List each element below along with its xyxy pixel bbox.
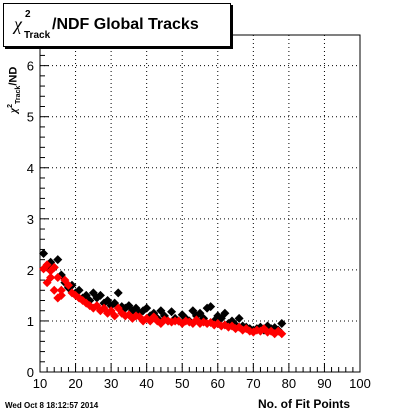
y-tick-label: 0 [27, 365, 34, 380]
black-diamond-point [53, 255, 63, 265]
title-subscript: Track [24, 30, 51, 41]
x-tick-label: 70 [246, 376, 260, 391]
red-diamond-point [49, 262, 59, 272]
timestamp: Wed Oct 8 18:12:57 2014 [5, 401, 99, 410]
red-diamond-point [46, 273, 56, 283]
x-tick-label: 20 [68, 376, 82, 391]
red-diamond-point [56, 285, 66, 295]
title-text: /NDF Global Tracks [52, 16, 199, 33]
x-axis-label: No. of Fit Points [258, 397, 350, 411]
ylabel-symbol: χ [7, 107, 20, 113]
y-axis-label: χ2Track/ND [7, 53, 25, 113]
y-tick-label: 1 [27, 314, 34, 329]
y-tick-label: 4 [27, 161, 34, 176]
red-diamond-point [63, 280, 73, 290]
black-diamond-point [234, 313, 244, 323]
series-group [39, 260, 287, 339]
red-diamond-point [49, 285, 59, 295]
ylabel-rest: /ND [7, 66, 20, 86]
x-tick-label: 30 [104, 376, 118, 391]
red-diamond-point [248, 327, 258, 337]
black-diamond-point [220, 308, 230, 318]
ylabel-sub: Track [14, 85, 22, 104]
y-tick-label: 5 [27, 110, 34, 125]
black-diamond-point [142, 303, 152, 313]
x-tick-label: 50 [175, 376, 189, 391]
ylabel-sup: 2 [7, 103, 14, 108]
x-tick-label: 100 [349, 376, 371, 391]
black-diamond-point [206, 302, 216, 312]
x-tick-label: 80 [282, 376, 296, 391]
title-superscript: 2 [25, 9, 31, 20]
black-diamond-point [95, 290, 105, 300]
black-diamond-point [167, 307, 177, 317]
chart-title: χ 2 Track /NDF Global Tracks [3, 3, 231, 47]
y-tick-label: 3 [27, 212, 34, 227]
x-tick-label: 40 [139, 376, 153, 391]
black-diamond-point [39, 249, 49, 259]
y-tick-label: 6 [27, 59, 34, 74]
data-series [39, 249, 287, 339]
x-tick-label: 90 [317, 376, 331, 391]
red-diamond-point [56, 290, 66, 300]
x-tick-label: 60 [211, 376, 225, 391]
red-diamond-point [42, 260, 52, 270]
title-chi-symbol: χ 2 Track [14, 9, 50, 41]
black-diamond-point [113, 288, 123, 298]
red-diamond-point [110, 311, 120, 321]
title-symbol: χ [14, 14, 22, 34]
x-tick-label: 10 [33, 376, 47, 391]
red-diamond-point [277, 329, 287, 339]
red-diamond-point [53, 273, 63, 283]
black-diamond-point [277, 318, 287, 328]
tick-labels: 10 20 30 40 50 60 70 80 90 100 0 1 2 3 4 5 6 [27, 59, 371, 391]
y-tick-label: 2 [27, 263, 34, 278]
